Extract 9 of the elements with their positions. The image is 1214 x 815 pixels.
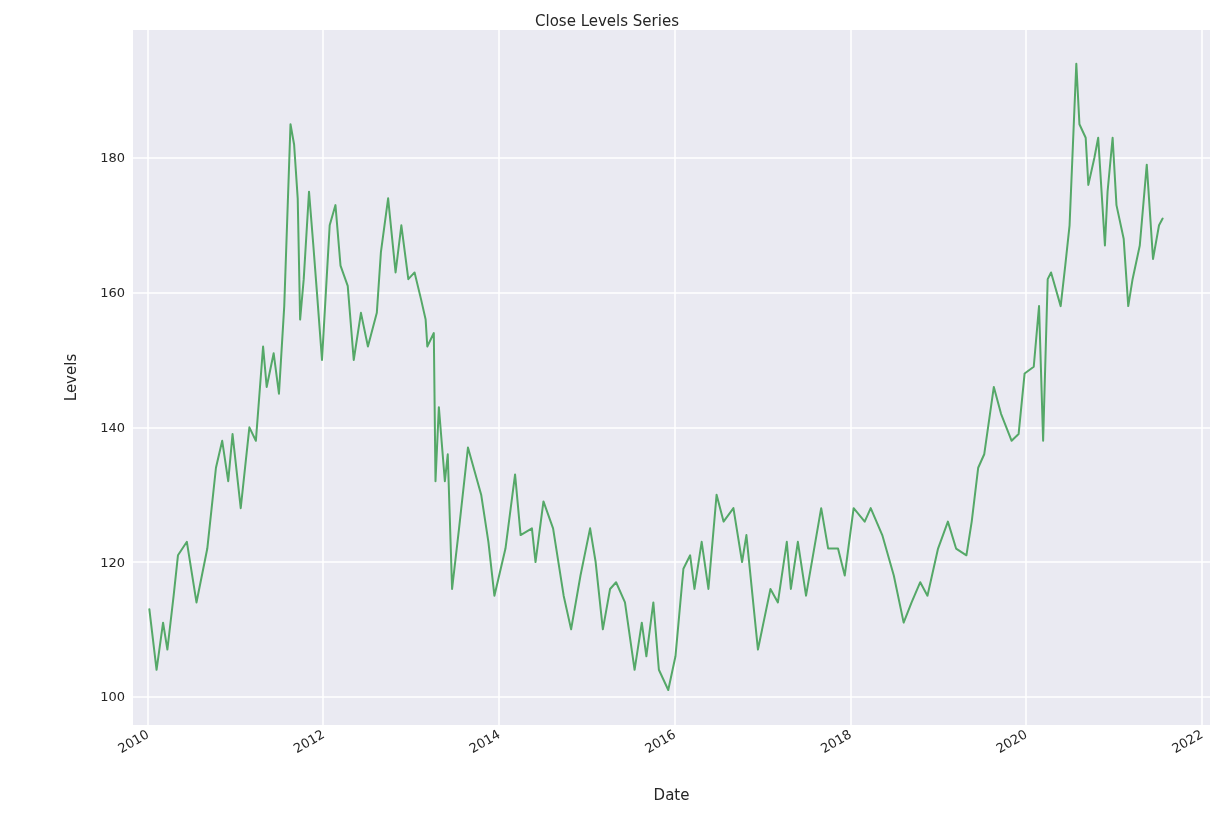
y-tick-label: 160 — [100, 285, 125, 301]
y-tick-label: 100 — [100, 689, 125, 705]
y-tick-label: 180 — [100, 150, 125, 166]
y-axis-title: Levels — [61, 353, 80, 402]
line-series — [148, 62, 1164, 691]
y-tick-label: 120 — [100, 554, 125, 570]
chart-title: Close Levels Series — [535, 11, 680, 30]
x-axis-title: Date — [653, 785, 690, 804]
y-tick-label: 140 — [100, 419, 125, 435]
